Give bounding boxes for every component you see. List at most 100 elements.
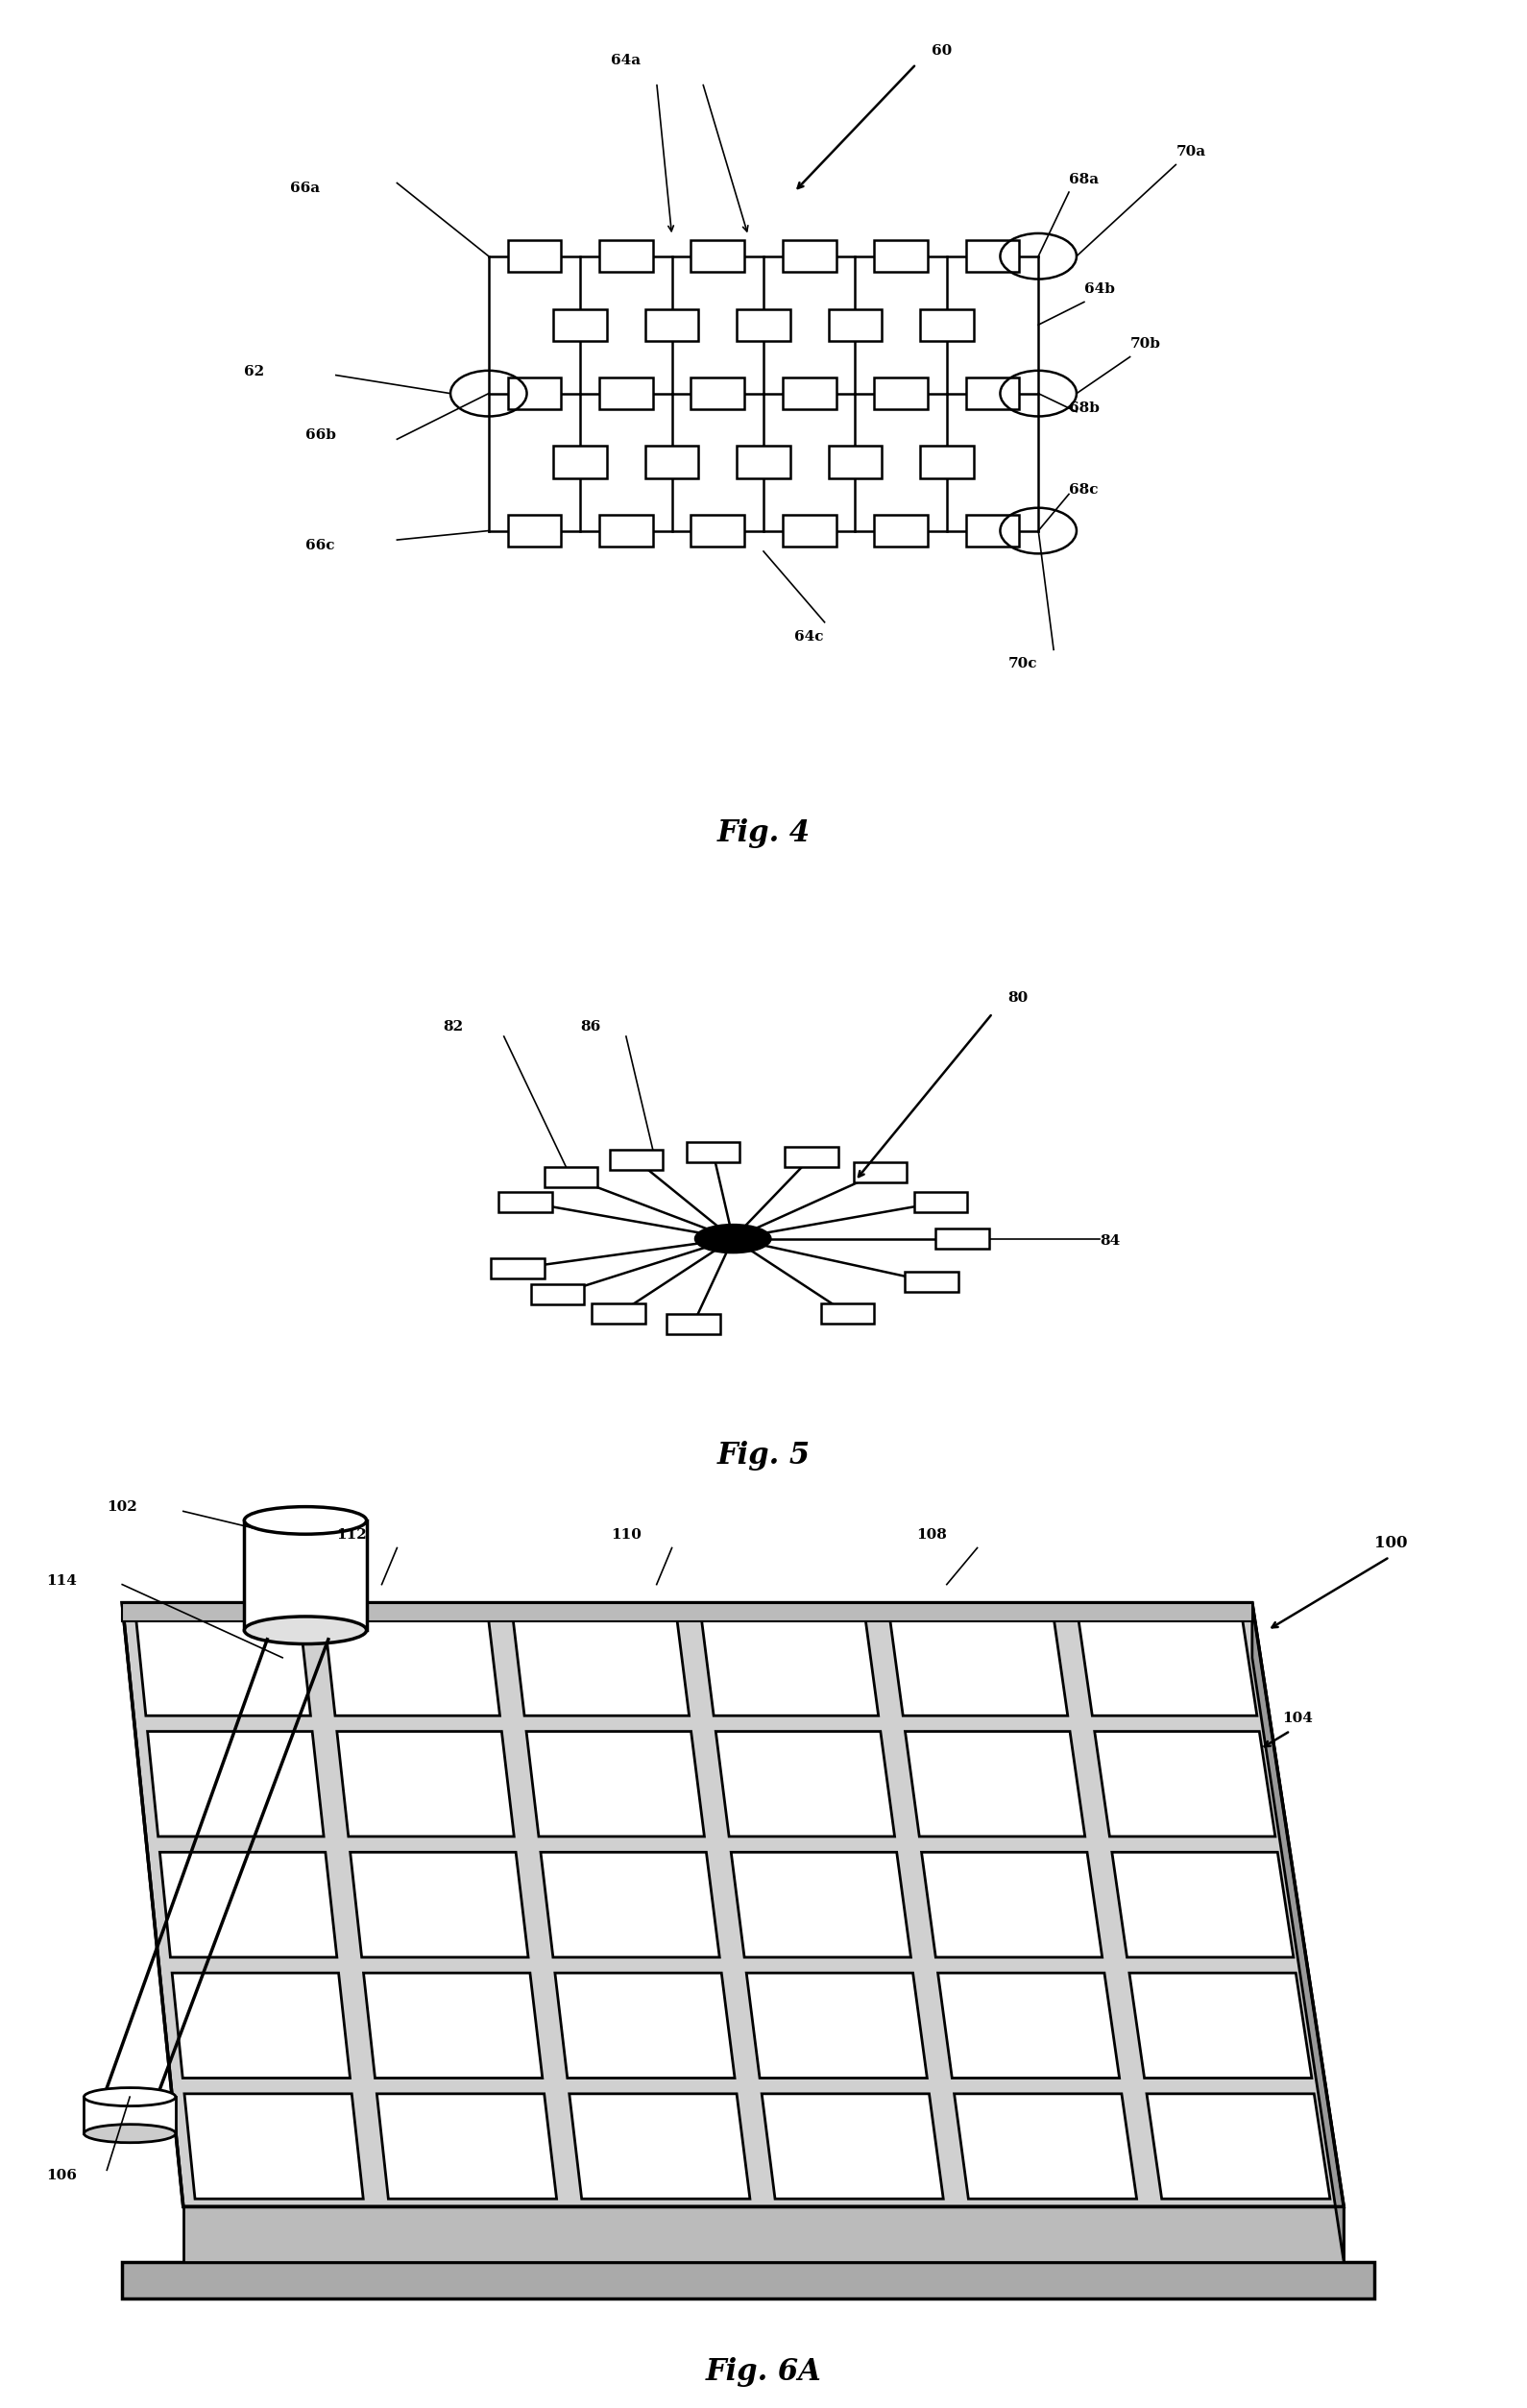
Polygon shape (183, 2206, 1344, 2261)
Polygon shape (921, 1852, 1102, 1958)
Text: 110: 110 (611, 1529, 641, 1541)
FancyBboxPatch shape (873, 241, 928, 272)
Polygon shape (1077, 1611, 1257, 1714)
Polygon shape (889, 1611, 1067, 1714)
FancyBboxPatch shape (499, 1192, 553, 1211)
Polygon shape (1130, 1972, 1312, 2078)
Ellipse shape (84, 2088, 176, 2107)
Polygon shape (747, 1972, 927, 2078)
Polygon shape (938, 1972, 1119, 2078)
FancyBboxPatch shape (531, 1283, 585, 1305)
FancyBboxPatch shape (873, 515, 928, 547)
FancyBboxPatch shape (854, 1163, 907, 1182)
Polygon shape (1095, 1731, 1275, 1837)
Text: 62: 62 (244, 364, 264, 378)
FancyBboxPatch shape (828, 308, 883, 342)
Polygon shape (1147, 2095, 1330, 2199)
FancyBboxPatch shape (553, 308, 606, 342)
FancyBboxPatch shape (738, 308, 791, 342)
Text: Fig. 6A: Fig. 6A (705, 2357, 822, 2386)
FancyBboxPatch shape (913, 1192, 967, 1211)
FancyBboxPatch shape (822, 1303, 873, 1324)
Polygon shape (762, 2095, 944, 2199)
Text: 66b: 66b (305, 429, 336, 443)
Polygon shape (512, 1611, 689, 1714)
FancyBboxPatch shape (785, 1146, 838, 1168)
FancyBboxPatch shape (690, 378, 745, 409)
FancyBboxPatch shape (904, 1271, 957, 1293)
FancyBboxPatch shape (690, 241, 745, 272)
Polygon shape (731, 1852, 912, 1958)
Text: 70a: 70a (1176, 144, 1206, 159)
FancyBboxPatch shape (782, 378, 837, 409)
Polygon shape (244, 1519, 366, 1630)
FancyBboxPatch shape (544, 1168, 597, 1187)
Polygon shape (954, 2095, 1136, 2199)
Text: 106: 106 (46, 2170, 76, 2182)
Circle shape (695, 1223, 771, 1252)
FancyBboxPatch shape (873, 378, 928, 409)
Text: Fig. 4: Fig. 4 (716, 819, 811, 848)
Text: Fig. 5: Fig. 5 (716, 1440, 811, 1471)
FancyBboxPatch shape (919, 308, 974, 342)
Polygon shape (185, 2095, 363, 2199)
FancyBboxPatch shape (690, 515, 745, 547)
Polygon shape (324, 1611, 499, 1714)
Polygon shape (541, 1852, 719, 1958)
Text: 68b: 68b (1069, 402, 1099, 414)
Ellipse shape (84, 2124, 176, 2143)
Text: 100: 100 (1374, 1536, 1408, 1551)
Text: 82: 82 (443, 1021, 463, 1033)
FancyBboxPatch shape (644, 445, 699, 479)
FancyBboxPatch shape (666, 1315, 719, 1334)
Polygon shape (122, 1604, 1252, 1621)
Text: 66c: 66c (305, 539, 334, 551)
FancyBboxPatch shape (919, 445, 974, 479)
Polygon shape (148, 1731, 324, 1837)
Polygon shape (527, 1731, 704, 1837)
Text: 102: 102 (107, 1500, 137, 1515)
Polygon shape (701, 1611, 878, 1714)
FancyBboxPatch shape (967, 241, 1020, 272)
FancyBboxPatch shape (644, 308, 699, 342)
Text: 114: 114 (46, 1575, 76, 1587)
Text: 84: 84 (1099, 1233, 1119, 1247)
Text: 64a: 64a (611, 53, 641, 67)
FancyBboxPatch shape (553, 445, 606, 479)
Polygon shape (84, 2097, 176, 2133)
FancyBboxPatch shape (782, 241, 837, 272)
Ellipse shape (244, 1616, 366, 1645)
Text: 70b: 70b (1130, 337, 1161, 352)
FancyBboxPatch shape (507, 241, 562, 272)
Polygon shape (122, 2261, 1374, 2297)
FancyBboxPatch shape (599, 515, 654, 547)
FancyBboxPatch shape (507, 515, 562, 547)
Text: 68a: 68a (1069, 173, 1099, 185)
FancyBboxPatch shape (828, 445, 883, 479)
Ellipse shape (244, 1507, 366, 1534)
Text: 104: 104 (1283, 1712, 1313, 1724)
Polygon shape (136, 1611, 310, 1714)
FancyBboxPatch shape (492, 1259, 545, 1279)
Polygon shape (554, 1972, 734, 2078)
FancyBboxPatch shape (599, 241, 654, 272)
Polygon shape (1112, 1852, 1293, 1958)
Text: 68c: 68c (1069, 484, 1098, 496)
FancyBboxPatch shape (686, 1141, 739, 1163)
Text: 112: 112 (336, 1529, 366, 1541)
FancyBboxPatch shape (609, 1151, 663, 1170)
Text: 64b: 64b (1084, 282, 1115, 296)
FancyBboxPatch shape (967, 378, 1020, 409)
FancyBboxPatch shape (967, 515, 1020, 547)
Text: 86: 86 (580, 1021, 600, 1033)
Text: 70c: 70c (1008, 657, 1037, 672)
Polygon shape (1252, 1604, 1344, 2261)
FancyBboxPatch shape (738, 445, 791, 479)
Text: 66a: 66a (290, 181, 321, 195)
Polygon shape (122, 1604, 1344, 2206)
Polygon shape (906, 1731, 1086, 1837)
Text: 64c: 64c (794, 631, 823, 643)
Text: 108: 108 (916, 1529, 947, 1541)
Text: 80: 80 (1008, 992, 1028, 1004)
FancyBboxPatch shape (599, 378, 654, 409)
